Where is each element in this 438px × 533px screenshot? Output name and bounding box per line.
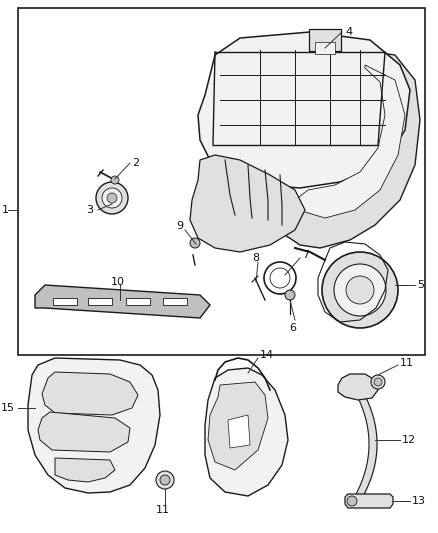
Polygon shape bbox=[38, 412, 130, 452]
Polygon shape bbox=[126, 298, 150, 305]
Polygon shape bbox=[345, 494, 393, 508]
Circle shape bbox=[111, 176, 119, 184]
Polygon shape bbox=[228, 415, 250, 448]
Text: 4: 4 bbox=[345, 27, 352, 37]
Polygon shape bbox=[28, 358, 160, 493]
Polygon shape bbox=[190, 155, 305, 252]
Text: 14: 14 bbox=[260, 350, 274, 360]
Circle shape bbox=[160, 475, 170, 485]
Text: 10: 10 bbox=[111, 277, 125, 287]
Polygon shape bbox=[198, 32, 410, 188]
Polygon shape bbox=[205, 368, 288, 496]
Polygon shape bbox=[55, 458, 115, 482]
Circle shape bbox=[374, 378, 382, 386]
Polygon shape bbox=[88, 298, 112, 305]
Text: 11: 11 bbox=[156, 505, 170, 515]
Text: 9: 9 bbox=[176, 221, 183, 231]
Circle shape bbox=[156, 471, 174, 489]
FancyBboxPatch shape bbox=[309, 29, 341, 51]
Text: 13: 13 bbox=[412, 496, 426, 506]
Polygon shape bbox=[163, 298, 187, 305]
Text: 1: 1 bbox=[2, 205, 9, 215]
Polygon shape bbox=[295, 65, 405, 218]
Polygon shape bbox=[42, 372, 138, 415]
Bar bbox=[18, 8, 425, 355]
Circle shape bbox=[347, 496, 357, 506]
Circle shape bbox=[346, 276, 374, 304]
Text: 3: 3 bbox=[86, 205, 93, 215]
Polygon shape bbox=[35, 285, 210, 318]
Circle shape bbox=[102, 188, 122, 208]
Text: 5: 5 bbox=[417, 280, 424, 290]
Circle shape bbox=[107, 193, 117, 203]
FancyBboxPatch shape bbox=[315, 42, 335, 54]
Circle shape bbox=[371, 375, 385, 389]
Text: 12: 12 bbox=[402, 435, 416, 445]
Polygon shape bbox=[280, 50, 420, 248]
Circle shape bbox=[285, 290, 295, 300]
Text: 6: 6 bbox=[290, 323, 297, 333]
Polygon shape bbox=[208, 382, 268, 470]
Text: 11: 11 bbox=[400, 358, 414, 368]
Circle shape bbox=[322, 252, 398, 328]
Text: 15: 15 bbox=[1, 403, 15, 413]
Circle shape bbox=[190, 238, 200, 248]
Circle shape bbox=[96, 182, 128, 214]
Text: 2: 2 bbox=[132, 158, 139, 168]
Text: 8: 8 bbox=[252, 253, 260, 263]
Polygon shape bbox=[53, 298, 77, 305]
Circle shape bbox=[334, 264, 386, 316]
Text: 7: 7 bbox=[302, 250, 309, 260]
Polygon shape bbox=[338, 374, 378, 400]
